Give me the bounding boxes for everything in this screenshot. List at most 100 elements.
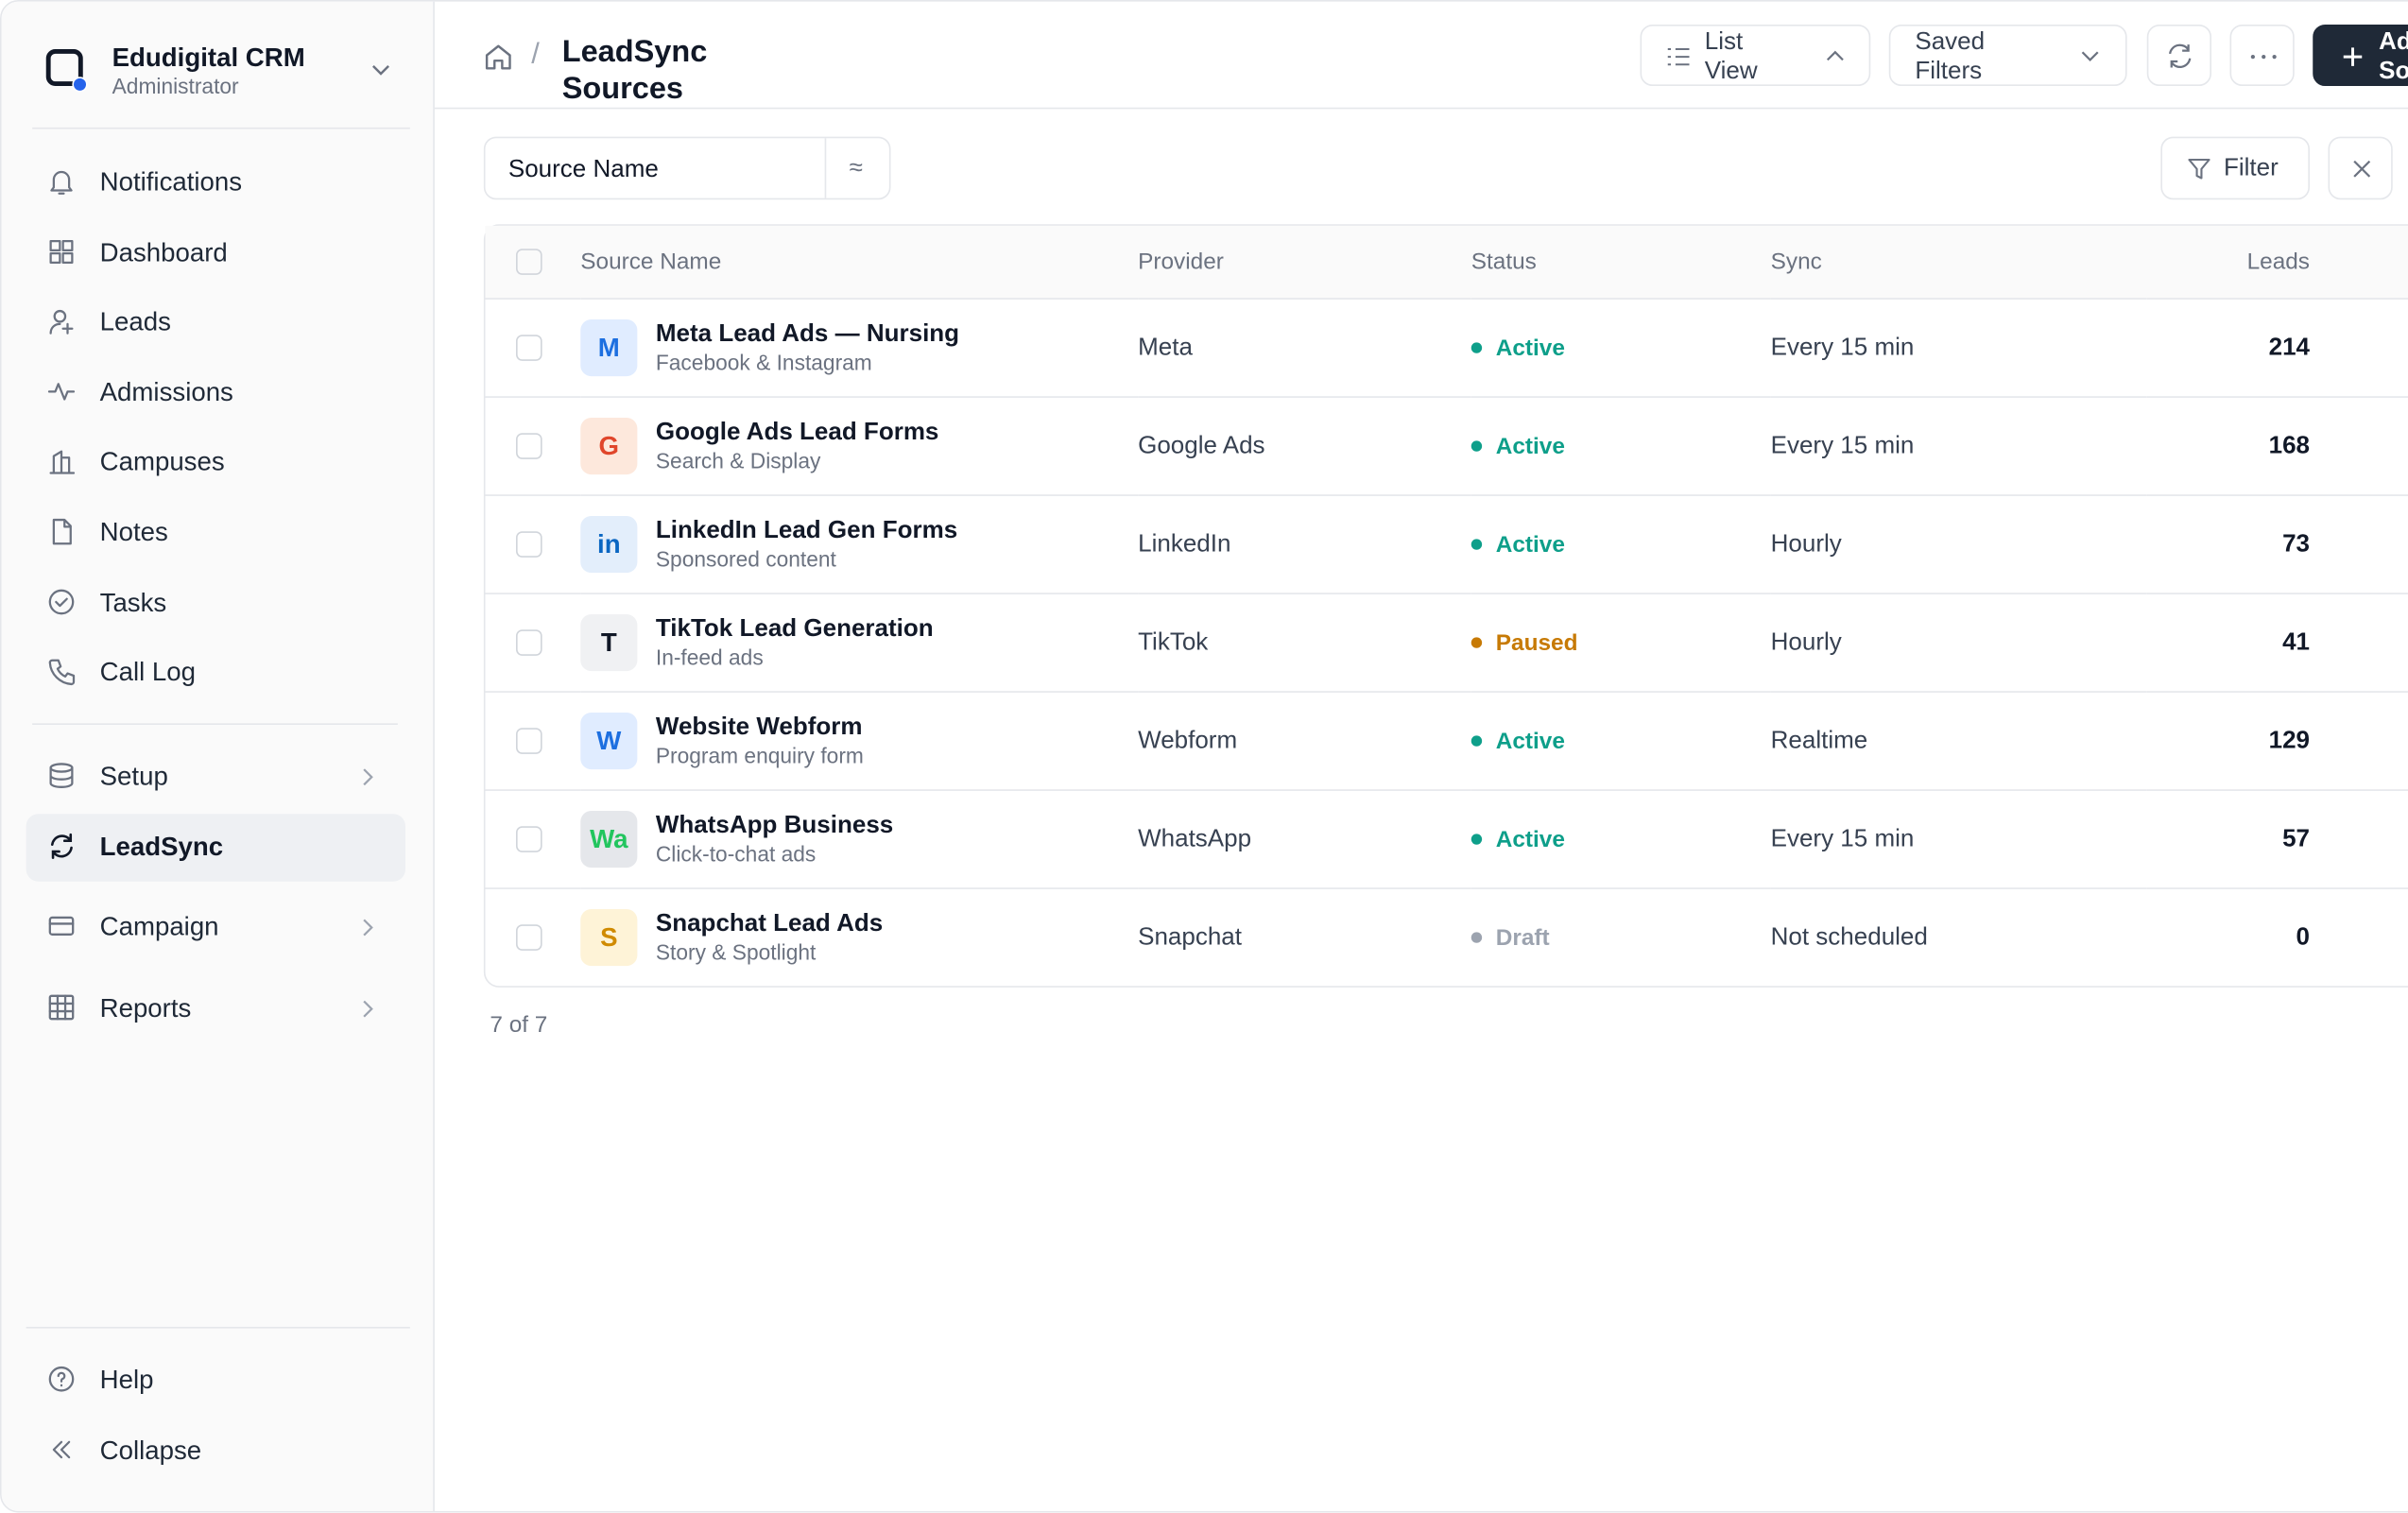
status-dot <box>1471 440 1482 451</box>
divider <box>32 723 398 725</box>
leads: 0 <box>2147 889 2408 986</box>
sync: Every 15 min <box>1771 398 2147 496</box>
nav-label: Admissions <box>100 377 233 408</box>
leads: 129 <box>2147 693 2408 791</box>
more-button[interactable] <box>2230 25 2295 86</box>
view-switch[interactable]: List View <box>1641 25 1871 86</box>
source-name[interactable]: Snapchat Lead Ads <box>656 910 883 937</box>
clear-button[interactable] <box>2329 137 2393 200</box>
nav-label: Help <box>100 1366 154 1397</box>
status-cell: Draft <box>1471 889 1771 986</box>
nav-item[interactable]: Admissions <box>26 359 405 427</box>
nav-item[interactable]: Collapse <box>26 1418 405 1486</box>
nav-item[interactable]: Setup <box>26 744 405 812</box>
source-icon: M <box>580 319 637 376</box>
status: Draft <box>1496 924 1550 951</box>
nav-item[interactable]: LeadSync <box>26 814 405 882</box>
column-header[interactable]: Provider <box>1138 226 1471 300</box>
quick-filter[interactable]: Source Name ≈ <box>484 137 891 200</box>
nav-item[interactable]: Notes <box>26 499 405 567</box>
header: / LeadSync Sources List View Saved Filte… <box>435 2 2408 110</box>
source-subtitle: Story & Spotlight <box>656 937 883 965</box>
home-icon[interactable] <box>484 43 513 71</box>
row-count: 7 of 7 <box>490 1012 547 1039</box>
nav-item[interactable]: Call Log <box>26 639 405 707</box>
status-dot <box>1471 932 1482 942</box>
checkbox[interactable] <box>516 826 542 852</box>
nav-label: Campuses <box>100 448 225 479</box>
column-header[interactable]: Sync <box>1771 226 2147 300</box>
status-dot <box>1471 539 1482 549</box>
nav-item[interactable]: Campaign <box>26 894 405 962</box>
nav-item[interactable]: Leads <box>26 289 405 357</box>
nav-label: Notifications <box>100 167 242 198</box>
column-header[interactable]: Leads <box>2147 226 2408 300</box>
source-icon: S <box>580 909 637 966</box>
nav-item[interactable]: Tasks <box>26 569 405 637</box>
logo-dot <box>72 77 87 92</box>
checkbox[interactable] <box>516 249 542 275</box>
button-label: Add Source <box>2379 27 2408 86</box>
separator <box>825 138 827 198</box>
divider <box>26 1327 410 1329</box>
status: Active <box>1496 728 1565 754</box>
nav-item[interactable]: Reports <box>26 975 405 1043</box>
brand-chevron[interactable] <box>370 63 392 78</box>
source-name[interactable]: Website Webform <box>656 714 864 741</box>
status: Paused <box>1496 629 1578 656</box>
button-label: Filter <box>2224 154 2279 183</box>
nav-icon <box>47 1366 77 1395</box>
provider: LinkedIn <box>1138 496 1471 594</box>
status-dot <box>1471 637 1482 647</box>
saved-filters[interactable]: Saved Filters <box>1889 25 2127 86</box>
checkbox[interactable] <box>516 335 542 361</box>
source-name[interactable]: Google Ads Lead Forms <box>656 419 939 446</box>
button-label: List View <box>1705 27 1797 86</box>
nav-item[interactable]: Campuses <box>26 429 405 497</box>
source-name[interactable]: LinkedIn Lead Gen Forms <box>656 517 957 544</box>
filter-operator[interactable]: ≈ <box>850 154 863 183</box>
status-cell: Active <box>1471 693 1771 791</box>
leads: 73 <box>2147 496 2408 594</box>
nav-label: Leads <box>100 307 171 338</box>
checkbox[interactable] <box>516 433 542 459</box>
source-name[interactable]: Meta Lead Ads — Nursing <box>656 320 959 348</box>
nav-icon <box>47 912 77 941</box>
nav-icon <box>47 833 77 862</box>
checkbox[interactable] <box>516 728 542 754</box>
add-source-button[interactable]: Add Source <box>2313 25 2408 86</box>
source-icon: W <box>580 713 637 769</box>
column-header[interactable]: Source Name <box>580 226 1138 300</box>
checkbox[interactable] <box>516 531 542 558</box>
nav-icon <box>47 167 77 197</box>
column-header[interactable]: Status <box>1471 226 1771 300</box>
sync: Hourly <box>1771 594 2147 693</box>
checkbox[interactable] <box>516 924 542 951</box>
select-cell <box>486 594 581 693</box>
sidebar: Edudigital CRM Administrator Notificatio… <box>2 2 435 1511</box>
refresh-button[interactable] <box>2147 25 2211 86</box>
checkbox[interactable] <box>516 629 542 656</box>
nav-item[interactable]: Help <box>26 1347 405 1415</box>
source-name[interactable]: TikTok Lead Generation <box>656 615 934 643</box>
nav-item[interactable]: Dashboard <box>26 219 405 287</box>
source-name[interactable]: WhatsApp Business <box>656 812 893 839</box>
brand-name[interactable]: Edudigital CRM <box>112 43 305 75</box>
source-subtitle: Facebook & Instagram <box>656 348 959 375</box>
status-dot <box>1471 735 1482 746</box>
nav-item[interactable]: Notifications <box>26 149 405 217</box>
leads: 57 <box>2147 791 2408 889</box>
filter-button[interactable]: Filter <box>2160 137 2310 200</box>
